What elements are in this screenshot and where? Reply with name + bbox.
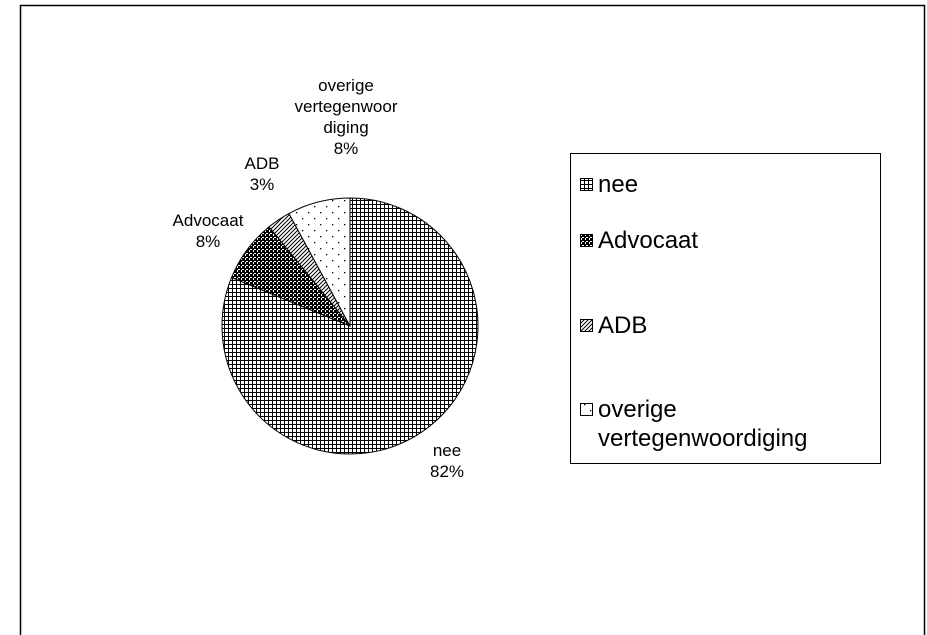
legend-swatch <box>580 319 593 332</box>
slice-category: ADB <box>244 154 280 173</box>
slice-label: nee 82% <box>417 440 477 482</box>
pie-slice <box>288 197 351 327</box>
slice-value: 8% <box>333 139 359 158</box>
legend-swatch <box>580 178 593 191</box>
legend-entry: Advocaat <box>598 226 878 255</box>
legend-swatch <box>580 234 593 247</box>
legend-label: ADB <box>598 312 648 339</box>
legend-label: nee <box>598 171 639 198</box>
slice-value: 3% <box>249 175 275 194</box>
slice-label: overige vertegenwoordiging 8% <box>291 75 401 159</box>
slice-label: ADB 3% <box>237 153 287 195</box>
legend-entry: overige vertegenwoordiging <box>598 395 878 453</box>
chart-border <box>19 4 926 635</box>
legend-entry: ADB <box>598 311 878 340</box>
slice-category: Advocaat <box>172 211 244 230</box>
legend-entry: nee <box>598 170 878 199</box>
slice-category: nee <box>432 441 462 460</box>
legend-label: Advocaat <box>598 227 699 254</box>
legend-box <box>570 153 881 464</box>
slice-label: Advocaat 8% <box>158 210 258 252</box>
slice-value: 8% <box>195 232 221 251</box>
legend-label: overige vertegenwoordiging <box>598 396 808 452</box>
slice-category: overige vertegenwoordiging <box>294 76 398 137</box>
slice-value: 82% <box>429 462 465 481</box>
legend-swatch <box>580 403 593 416</box>
